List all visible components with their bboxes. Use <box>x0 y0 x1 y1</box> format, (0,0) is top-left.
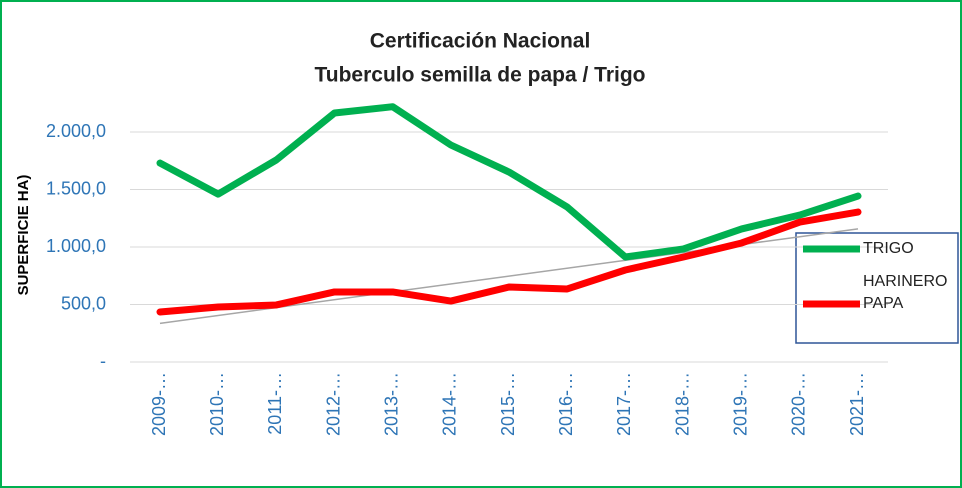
x-tick-label: 2017-… <box>614 372 634 436</box>
x-tick-label: 2018-… <box>672 372 692 436</box>
y-axis-label: SUPERFICIE HA) <box>15 175 32 296</box>
x-tick-label: 2015-… <box>498 372 518 436</box>
x-tick-label: 2019-… <box>730 372 750 436</box>
x-tick-label: 2009-… <box>149 372 169 436</box>
x-tick-label: 2021-… <box>847 372 867 436</box>
x-tick-label: 2016-… <box>556 372 576 436</box>
x-tick-label: 2020-… <box>789 372 809 436</box>
legend-label: TRIGO HARINERO <box>863 240 947 290</box>
y-tick-label: 2.000,0 <box>46 121 106 141</box>
x-tick-label: 2014-… <box>440 372 460 436</box>
chart-subtitle: Tuberculo semilla de papa / Trigo <box>314 64 645 87</box>
y-tick-label: - <box>100 351 106 371</box>
x-tick-label: 2011-… <box>265 372 285 435</box>
legend-label: PAPA <box>863 295 904 312</box>
y-tick-label: 500,0 <box>61 293 106 313</box>
line-series <box>156 208 862 316</box>
x-tick-label: 2010-… <box>207 372 227 436</box>
y-tick-label: 1.500,0 <box>46 178 106 198</box>
x-tick-label: 2012-… <box>323 372 343 436</box>
y-tick-label: 1.000,0 <box>46 236 106 256</box>
chart-title: Certificación Nacional <box>370 30 591 53</box>
x-tick-label: 2013-… <box>381 372 401 436</box>
line-series <box>156 103 862 261</box>
